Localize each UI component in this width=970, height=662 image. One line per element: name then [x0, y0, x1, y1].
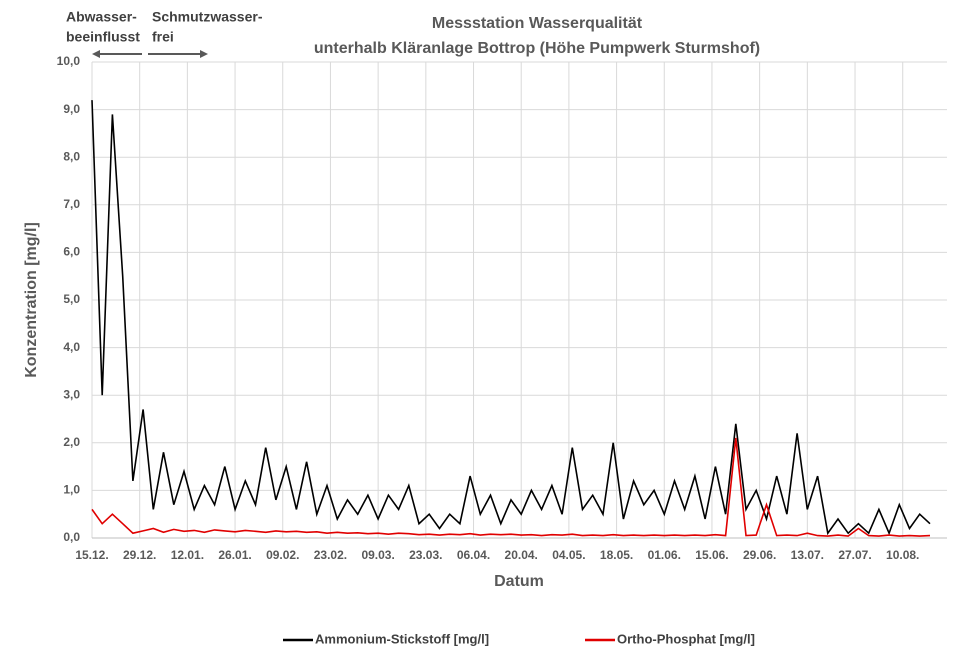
x-tick-label: 23.02.: [314, 548, 347, 562]
x-tick-label: 13.07.: [791, 548, 824, 562]
y-tick-label: 4,0: [63, 340, 80, 354]
x-tick-label: 20.04.: [505, 548, 538, 562]
x-tick-label: 12.01.: [171, 548, 204, 562]
annotation: beeinflusst: [66, 29, 140, 45]
x-tick-label: 18.05.: [600, 548, 633, 562]
x-tick-label: 15.06.: [695, 548, 728, 562]
x-tick-label: 15.12.: [75, 548, 108, 562]
y-tick-label: 6,0: [63, 245, 80, 259]
x-tick-label: 29.06.: [743, 548, 776, 562]
x-tick-label: 27.07.: [838, 548, 871, 562]
legend-label: Ammonium-Stickstoff [mg/l]: [315, 631, 489, 646]
y-tick-label: 9,0: [63, 102, 80, 116]
x-tick-label: 26.01.: [218, 548, 251, 562]
x-axis-title: Datum: [494, 573, 544, 590]
chart-subtitle: unterhalb Kläranlage Bottrop (Höhe Pumpw…: [314, 40, 760, 57]
x-tick-label: 29.12.: [123, 548, 156, 562]
series-line: [91, 437, 931, 537]
y-tick-label: 2,0: [63, 435, 80, 449]
x-tick-label: 10.08.: [886, 548, 919, 562]
chart-title: Messstation Wasserqualität: [432, 15, 643, 32]
x-tick-label: 09.03.: [361, 548, 394, 562]
x-tick-label: 01.06.: [648, 548, 681, 562]
annotation-arrows: [92, 50, 208, 58]
series-line: [91, 100, 931, 536]
y-tick-label: 7,0: [63, 197, 80, 211]
x-tick-label: 09.02.: [266, 548, 299, 562]
x-tick-label: 06.04.: [457, 548, 490, 562]
y-tick-label: 8,0: [63, 149, 80, 163]
y-tick-label: 3,0: [63, 387, 80, 401]
y-tick-label: 5,0: [63, 292, 80, 306]
annotation: Abwasser-: [66, 9, 137, 25]
y-tick-label: 0,0: [63, 530, 80, 544]
y-tick-label: 10,0: [57, 54, 81, 68]
legend-label: Ortho-Phosphat [mg/l]: [617, 631, 755, 646]
annotation: Schmutzwasser-: [152, 9, 263, 25]
x-tick-label: 23.03.: [409, 548, 442, 562]
x-tick-label: 04.05.: [552, 548, 585, 562]
y-tick-label: 1,0: [63, 483, 80, 497]
annotation: frei: [152, 29, 174, 45]
y-axis-title: Konzentration [mg/l]: [23, 222, 40, 378]
